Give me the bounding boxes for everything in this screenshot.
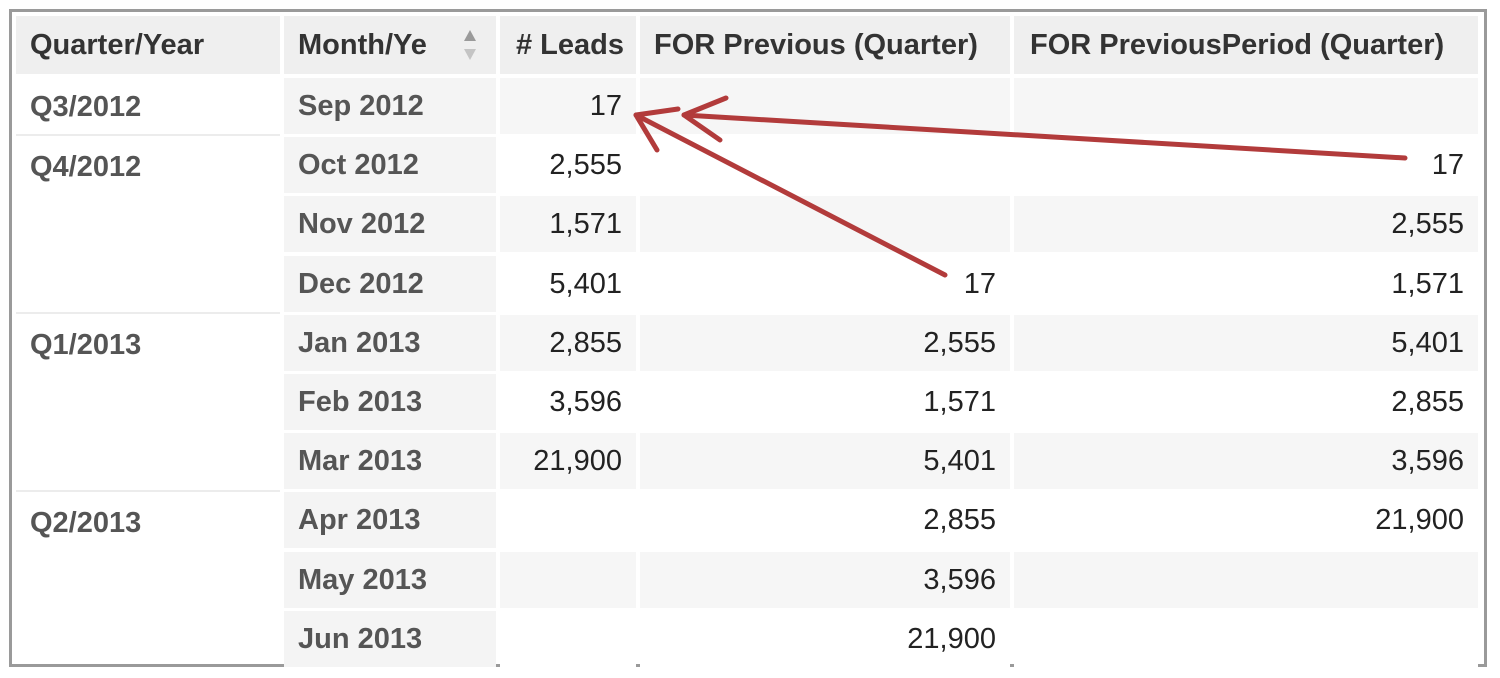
for-previous-period-cell [1014,611,1478,667]
for-previous-cell [640,137,1010,193]
month-cell: Mar 2013 [284,433,496,489]
for-previous-cell: 3,596 [640,552,1010,608]
leads-cell: 21,900 [500,433,636,489]
header-for-previous[interactable]: FOR Previous (Quarter) [640,16,1010,74]
for-previous-cell: 17 [640,256,1010,312]
for-previous-period-cell [1014,552,1478,608]
month-cell: Nov 2012 [284,196,496,252]
leads-cell: 2,855 [500,315,636,371]
for-previous-period-cell: 5,401 [1014,315,1478,371]
for-previous-cell: 21,900 [640,611,1010,667]
header-leads[interactable]: # Leads [500,16,636,74]
header-for-previous-period[interactable]: FOR PreviousPeriod (Quarter) [1014,16,1478,74]
for-previous-period-cell: 1,571 [1014,256,1478,312]
quarter-cell: Q4/2012 [16,138,280,314]
quarter-cell: Q3/2012 [16,78,280,136]
for-previous-cell: 5,401 [640,433,1010,489]
for-previous-cell [640,78,1010,134]
for-previous-period-cell: 21,900 [1014,492,1478,548]
month-cell: Oct 2012 [284,137,496,193]
leads-cell [500,611,636,667]
for-previous-period-cell: 2,555 [1014,196,1478,252]
quarter-cell: Q2/2013 [30,507,142,539]
month-cell: Jan 2013 [284,315,496,371]
leads-cell [500,492,636,548]
leads-cell: 1,571 [500,196,636,252]
quarter-cell: Q1/2013 [16,316,280,492]
header-quarter-year[interactable]: Quarter/Year [16,16,280,74]
leads-cell: 17 [500,78,636,134]
month-cell: May 2013 [284,552,496,608]
month-cell: Dec 2012 [284,256,496,312]
leads-cell: 5,401 [500,256,636,312]
for-previous-period-cell: 2,855 [1014,374,1478,430]
report-table-frame: Quarter/Year Month/Ye # Leads FOR Previo… [9,9,1487,667]
month-cell: Sep 2012 [284,78,496,134]
for-previous-cell [640,196,1010,252]
for-previous-period-cell [1014,78,1478,134]
header-month-year[interactable]: Month/Ye [284,16,496,74]
month-cell: Feb 2013 [284,374,496,430]
header-month-year-label: Month/Ye [298,29,427,61]
leads-cell [500,552,636,608]
month-cell: Jun 2013 [284,611,496,667]
leads-cell: 2,555 [500,137,636,193]
for-previous-period-cell: 17 [1014,137,1478,193]
for-previous-period-cell: 3,596 [1014,433,1478,489]
for-previous-cell: 2,855 [640,492,1010,548]
leads-cell: 3,596 [500,374,636,430]
for-previous-cell: 1,571 [640,374,1010,430]
month-cell: Apr 2013 [284,492,496,548]
for-previous-cell: 2,555 [640,315,1010,371]
sort-updown-icon[interactable] [462,28,478,62]
